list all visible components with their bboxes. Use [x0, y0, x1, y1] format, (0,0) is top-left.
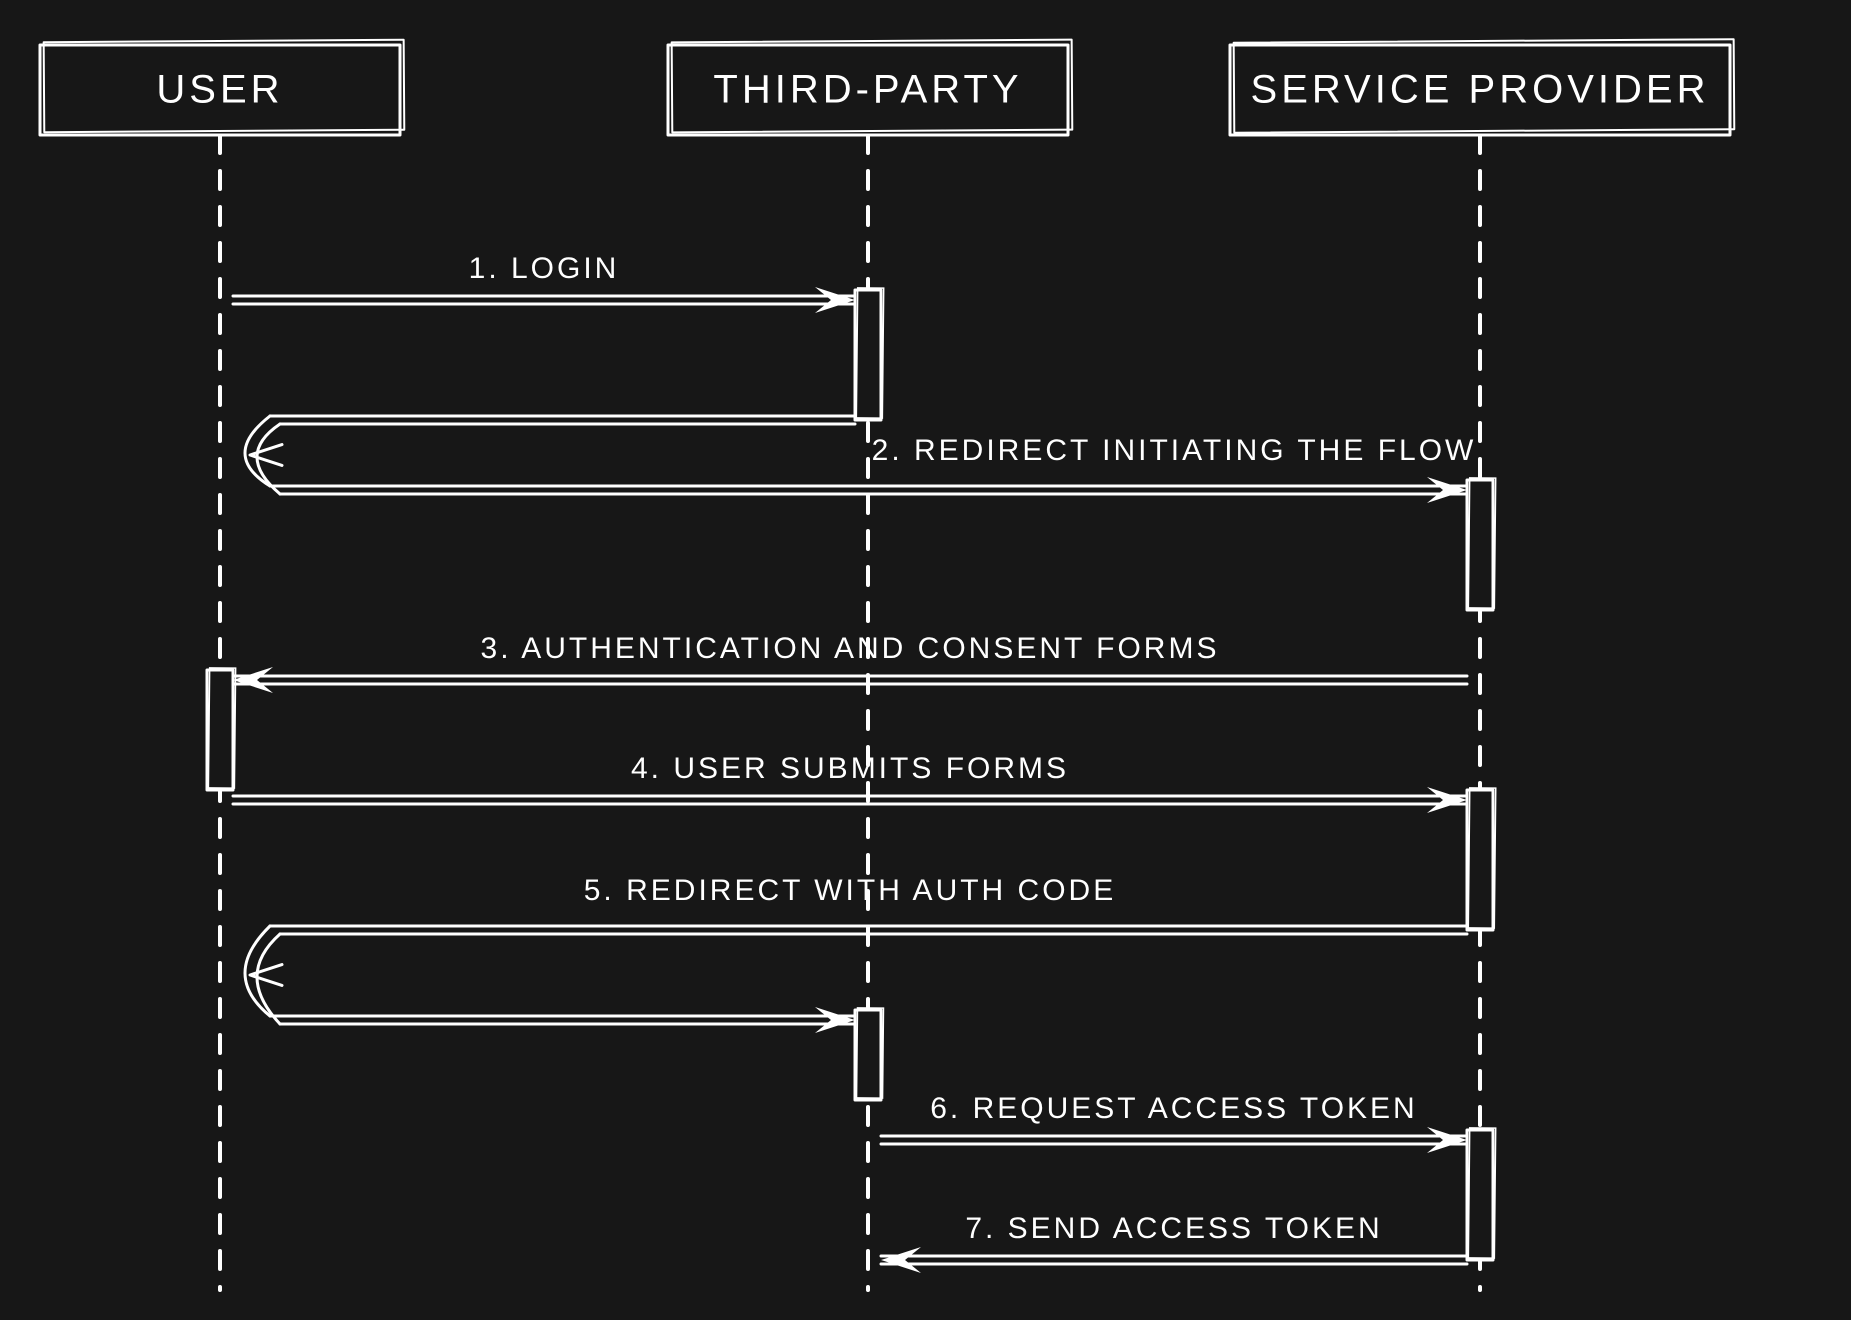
activation-sp-3	[1467, 788, 1496, 930]
activation-tp-4	[855, 1008, 883, 1100]
activation-tp-0	[855, 288, 884, 420]
actor-label-sp: SERVICE PROVIDER	[1251, 68, 1710, 112]
message-label-1: 1. LOGIN	[469, 252, 620, 285]
message-7: 7. SEND ACCESS TOKEN	[881, 1212, 1467, 1273]
message-label-2: 2. REDIRECT INITIATING THE FLOW	[872, 434, 1477, 467]
activation-user-2	[207, 668, 236, 790]
actor-user: USER	[40, 40, 404, 135]
message-label-3: 3. AUTHENTICATION AND CONSENT FORMS	[481, 632, 1220, 665]
activation-sp-1	[1467, 478, 1496, 610]
actor-tp: THIRD-PARTY	[668, 40, 1072, 135]
sequence-diagram: USER THIRD-PARTY SERVICE PROVIDER 1. LOGIN 2…	[0, 0, 1851, 1320]
message-label-7: 7. SEND ACCESS TOKEN	[965, 1212, 1382, 1245]
activation-sp-5	[1467, 1128, 1496, 1260]
actor-label-user: USER	[156, 68, 283, 112]
message-6: 6. REQUEST ACCESS TOKEN	[881, 1092, 1467, 1153]
message-label-5: 5. REDIRECT WITH AUTH CODE	[584, 874, 1116, 907]
message-label-4: 4. USER SUBMITS FORMS	[631, 752, 1069, 785]
message-label-6: 6. REQUEST ACCESS TOKEN	[930, 1092, 1417, 1125]
actor-sp: SERVICE PROVIDER	[1230, 39, 1734, 135]
actor-label-tp: THIRD-PARTY	[713, 68, 1022, 112]
